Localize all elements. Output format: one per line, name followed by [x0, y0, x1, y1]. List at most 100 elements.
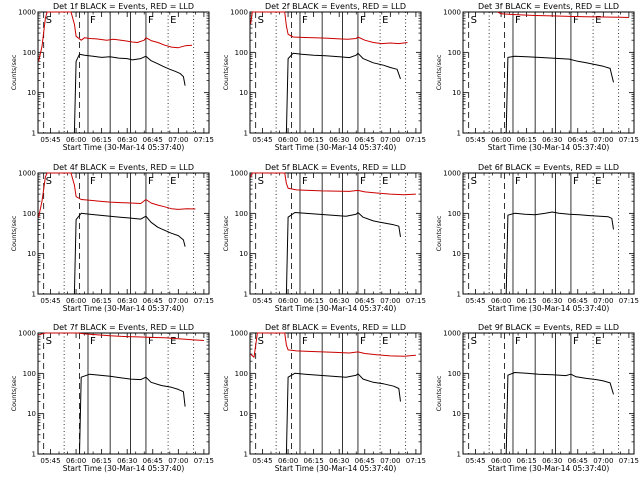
panel-1-lld-line [38, 11, 193, 62]
panel-3-xlabel: Start Time (30-Mar-14 05:37:40) [488, 143, 610, 152]
panel-3-xtick-label: 07:00 [593, 136, 613, 144]
panel-2-ytick-label: 1 [244, 130, 248, 138]
panel-6-frame [462, 172, 635, 295]
panel-1-marker-label-7: F [148, 15, 154, 26]
panel-5-frame [249, 172, 422, 295]
panel-9-marker-label-8: E [595, 336, 601, 347]
panel-5-xtick-label: 06:30 [329, 297, 349, 305]
panel-5-ytick-label: 1000 [230, 170, 248, 178]
panel-8-ytick-label: 1 [244, 451, 248, 459]
panel-8-marker-label-4: F [302, 336, 308, 347]
panel-8-lld-line [250, 332, 416, 358]
panel-7-xtick-label: 07:15 [194, 457, 214, 465]
panel-4-ylabel: Counts/sec [10, 215, 18, 251]
panel-7-ylabel: Counts/sec [10, 375, 18, 411]
panel-5-ytick-label: 10 [239, 250, 248, 258]
panel-5-xtick-label: 07:15 [406, 297, 426, 305]
panel-7-ytick-label: 100 [23, 370, 36, 378]
panel-8-frame [249, 332, 422, 455]
panel-2-xtick-label: 06:45 [355, 136, 375, 144]
panel-5-ytick-label: 1 [244, 291, 248, 299]
panel-4-ytick-label: 10 [27, 250, 36, 258]
panel-7-lld-line [38, 332, 204, 341]
panel-8-xlabel: Start Time (30-Mar-14 05:37:40) [275, 464, 397, 473]
panel-4-frame [37, 172, 210, 295]
panel-3-marker-label-8: E [595, 15, 601, 26]
panel-3-marker-label-4: F [515, 15, 521, 26]
panel-4-marker-label-7: F [148, 176, 154, 187]
panel-7-ytick-label: 1000 [18, 330, 36, 338]
panel-8-xtick-label: 07:00 [380, 457, 400, 465]
panel-3-xtick-label: 06:00 [491, 136, 511, 144]
panel-1-xtick-label: 06:15 [92, 136, 112, 144]
panel-5-xlabel: Start Time (30-Mar-14 05:37:40) [275, 304, 397, 313]
panel-3-xtick-label: 07:15 [619, 136, 639, 144]
panel-5-xtick-label: 06:45 [355, 297, 375, 305]
panel-5-xtick-label: 07:00 [380, 297, 400, 305]
panel-4-xtick-label: 06:45 [143, 297, 163, 305]
panel-7-xtick-label: 06:30 [117, 457, 137, 465]
panel-7-xtick-label: 06:00 [66, 457, 86, 465]
panel-7-marker-label-7: F [148, 336, 154, 347]
panel-4-xtick-label: 06:00 [66, 297, 86, 305]
panel-5-ytick-label: 100 [235, 210, 248, 218]
panel-4-lld-line [38, 172, 196, 218]
panel-9-ytick-label: 1000 [443, 330, 461, 338]
panel-7-ytick-label: 1 [32, 451, 36, 459]
panel-4-ytick-label: 1000 [18, 170, 36, 178]
panel-7-xtick-label: 07:00 [168, 457, 188, 465]
panel-3-ytick-label: 100 [448, 49, 461, 57]
panel-2-title: Det 2f BLACK = Events, RED = LLD [265, 2, 406, 11]
panel-4-xlabel: Start Time (30-Mar-14 05:37:40) [63, 304, 185, 313]
panel-8-marker-label-7: F [360, 336, 366, 347]
panel-2-xtick-label: 07:15 [406, 136, 426, 144]
panel-3-ytick-label: 1000 [443, 9, 461, 17]
panel-4-xtick-label: 07:00 [168, 297, 188, 305]
panel-8-xtick-label: 06:45 [355, 457, 375, 465]
panel-2-lld-line [250, 11, 408, 45]
panel-1-xtick-label: 06:45 [143, 136, 163, 144]
panel-6-marker-label-8: E [595, 176, 601, 187]
panel-1-xtick-label: 07:00 [168, 136, 188, 144]
panel-7-xtick-label: 05:45 [40, 457, 60, 465]
panel-3-ylabel: Counts/sec [435, 54, 443, 90]
panel-1-ytick-label: 100 [23, 49, 36, 57]
panel-5-xtick-label: 05:45 [252, 297, 272, 305]
panel-4-xtick-label: 05:45 [40, 297, 60, 305]
panel-1-frame [37, 11, 210, 134]
panel-1-xtick-label: 06:00 [66, 136, 86, 144]
panel-8-ytick-label: 100 [235, 370, 248, 378]
panel-2-ylabel: Counts/sec [222, 54, 230, 90]
panel-5-ylabel: Counts/sec [222, 215, 230, 251]
panel-9-xtick-label: 07:00 [593, 457, 613, 465]
panel-5-xtick-label: 06:15 [304, 297, 324, 305]
panel-2-xtick-label: 05:45 [252, 136, 272, 144]
panel-7-marker-label-8: E [170, 336, 176, 347]
panel-4-xtick-label: 07:15 [194, 297, 214, 305]
panel-4-ytick-label: 1 [32, 291, 36, 299]
panel-2-ytick-label: 1000 [230, 9, 248, 17]
panel-1-ylabel: Counts/sec [10, 54, 18, 90]
panel-8-ytick-label: 1000 [230, 330, 248, 338]
panel-8-events-line [285, 372, 401, 455]
panel-9-ylabel: Counts/sec [435, 375, 443, 411]
panel-7-xtick-label: 06:45 [143, 457, 163, 465]
panel-3-title: Det 3f BLACK = Events, RED = LLD [478, 2, 619, 11]
panel-2-ytick-label: 10 [239, 89, 248, 97]
panel-9-ytick-label: 10 [452, 410, 461, 418]
panel-6-ytick-label: 10 [452, 250, 461, 258]
panel-5-xtick-label: 06:00 [278, 297, 298, 305]
panel-6-marker-label-4: F [515, 176, 521, 187]
panel-8-xtick-label: 06:00 [278, 457, 298, 465]
panel-2-marker-label-7: F [360, 15, 366, 26]
panel-4-marker-label-1: S [46, 176, 52, 187]
panel-8-marker-label-8: E [382, 336, 388, 347]
panel-6-ylabel: Counts/sec [435, 215, 443, 251]
panel-4-xtick-label: 06:30 [117, 297, 137, 305]
panel-6-xtick-label: 06:30 [542, 297, 562, 305]
panel-6-title: Det 6f BLACK = Events, RED = LLD [478, 163, 619, 172]
panel-6-xtick-label: 07:00 [593, 297, 613, 305]
panel-1-marker-label-8: E [170, 15, 176, 26]
panel-9-xlabel: Start Time (30-Mar-14 05:37:40) [488, 464, 610, 473]
